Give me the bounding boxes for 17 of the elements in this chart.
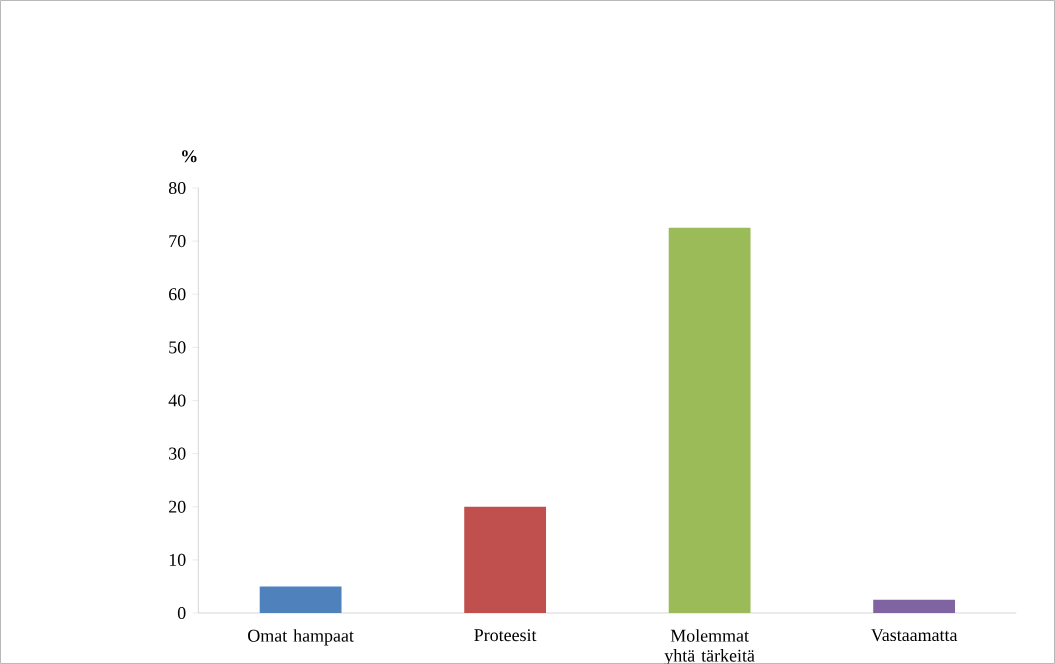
y-tick-label: 40 xyxy=(168,394,186,407)
y-tick-label: 60 xyxy=(169,288,186,301)
x-tick-label: Proteesit xyxy=(474,629,537,642)
y-tick-label: 0 xyxy=(177,606,186,620)
y-axis-title: % xyxy=(182,150,197,163)
y-tick-label: 80 xyxy=(168,181,186,195)
y-tick-label: 30 xyxy=(169,447,186,460)
bar xyxy=(873,599,956,613)
bar xyxy=(668,227,751,613)
x-tick-label: Vastaamatta xyxy=(871,629,958,642)
y-tick-label: 10 xyxy=(169,553,186,566)
x-tick-label: Omat hampaat xyxy=(248,629,354,646)
y-tick-label: 50 xyxy=(169,341,186,354)
bar xyxy=(464,506,547,613)
y-tick-label: 20 xyxy=(169,500,186,513)
y-tick-label: 70 xyxy=(169,235,186,248)
bar xyxy=(259,586,342,613)
